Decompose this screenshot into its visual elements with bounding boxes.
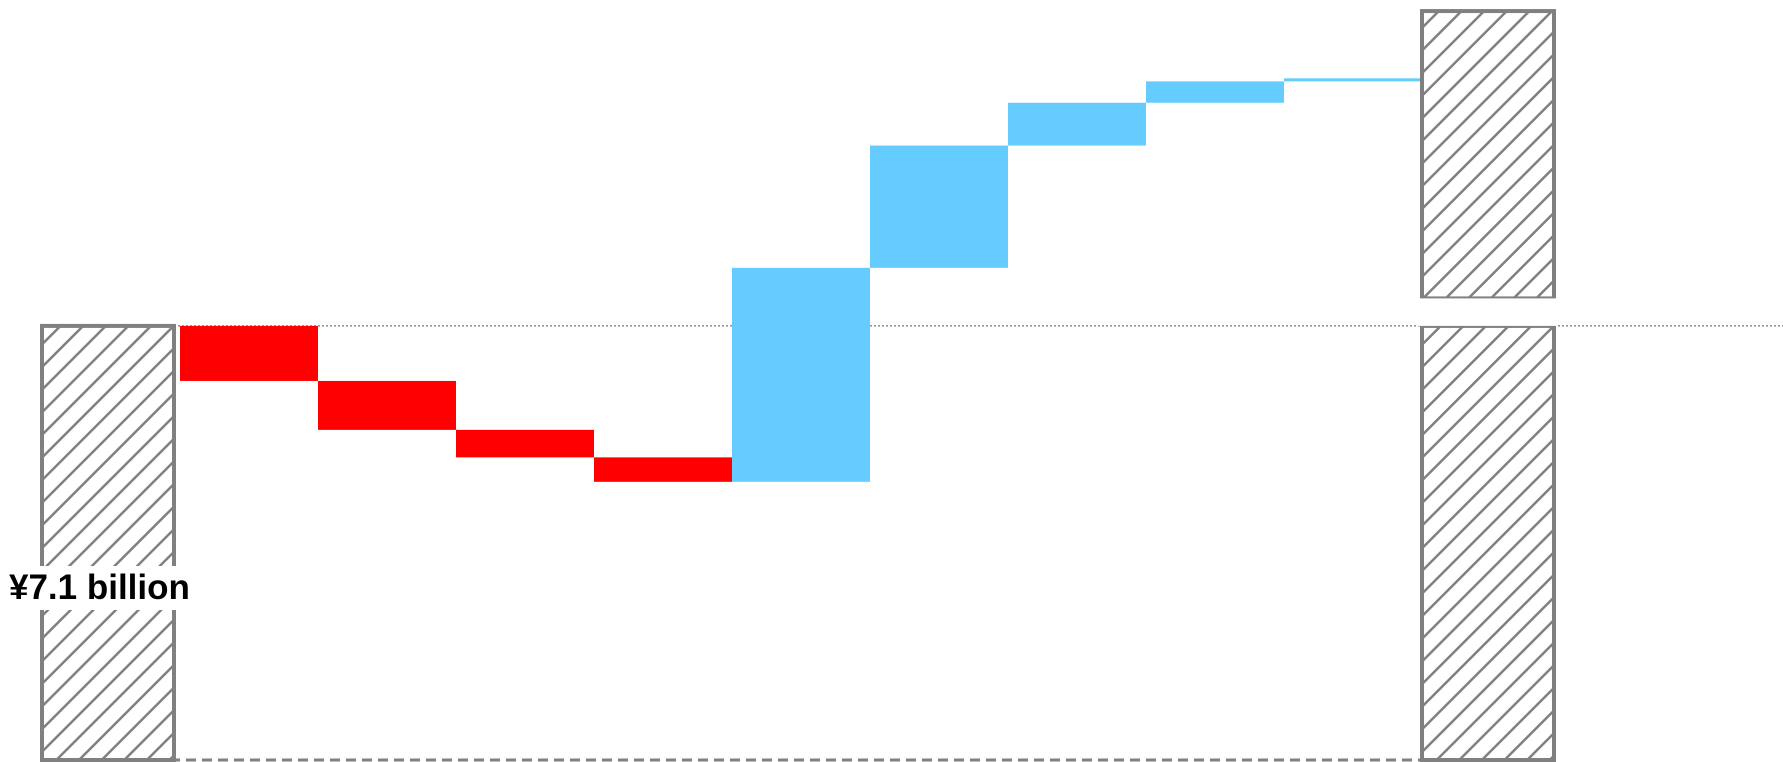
decrease-bar [318,380,456,430]
increase-bar [1146,81,1284,103]
increase-bar [732,267,870,482]
axis-break-gap [1418,298,1558,326]
start-total-bar [40,323,176,762]
increase-bar [870,145,1008,268]
chart-bars [40,9,1783,762]
decrease-bar [594,457,732,482]
increase-bar [1284,78,1422,82]
end-total-bar-upper [1420,9,1556,301]
end-total-bar-lower [1420,323,1556,762]
decrease-bar [456,429,594,458]
decrease-bar [180,325,318,381]
start-value-label: ¥7.1 billion [7,566,192,610]
increase-bar [1008,102,1146,146]
